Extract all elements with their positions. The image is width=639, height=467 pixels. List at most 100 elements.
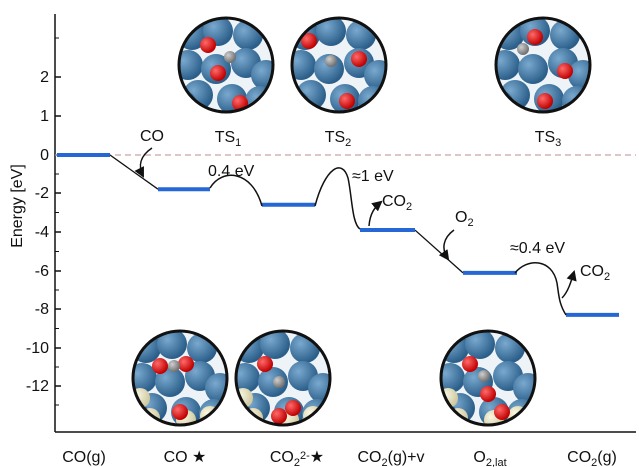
annotation-barrier-1: 0.4 eV xyxy=(208,163,255,180)
metal-atom xyxy=(296,80,326,110)
metal-atom xyxy=(562,86,590,112)
x-category-label: CO2(g)+v xyxy=(357,449,424,467)
x-category-label: O2,lat xyxy=(473,449,506,467)
oxygen-atom xyxy=(480,386,496,402)
annotation-barrier-3: ≈0.4 eV xyxy=(510,240,565,257)
oxygen-atom xyxy=(271,408,287,424)
annotation-co-label: CO xyxy=(140,128,164,145)
annotation-barrier-2: ≈1 eV xyxy=(352,168,394,185)
oxygen-atom xyxy=(172,404,188,420)
metal-atom xyxy=(133,403,151,425)
oxygen-atom xyxy=(351,51,367,67)
annotation-o2-label: O2 xyxy=(455,209,474,229)
annotations: CO 0.4 eV ≈1 eV CO2 O2 ≈0.4 eV CO2 TS1 T… xyxy=(134,128,610,316)
annotation-co2-1: CO2 xyxy=(382,193,412,213)
level-connector xyxy=(414,229,464,274)
oxygen-atom xyxy=(210,65,226,81)
energy-levels xyxy=(57,153,619,317)
inset-border xyxy=(494,16,592,114)
structure-inset xyxy=(234,329,332,427)
annotation-co2-2: CO2 xyxy=(580,263,610,283)
oxygen-atom xyxy=(178,356,194,372)
metal-atom xyxy=(500,80,530,110)
x-category-labels: CO(g) CO ★ CO22-★ CO2(g)+v O2,lat CO2(g) xyxy=(62,449,617,467)
o2-adsorption-arrow xyxy=(438,229,455,261)
inset-border xyxy=(234,329,332,427)
x-category-label: CO(g) xyxy=(62,449,106,466)
carbon-atom xyxy=(224,51,236,63)
metal-atom xyxy=(260,331,290,359)
level-connector xyxy=(109,154,159,190)
carbon-atom xyxy=(517,43,529,55)
oxygen-atom xyxy=(257,356,273,372)
metal-atom xyxy=(518,54,548,84)
metal-atom xyxy=(292,90,310,112)
metal-atom xyxy=(465,331,495,359)
x-category-label: CO2(g) xyxy=(567,449,617,467)
metal-atom xyxy=(496,90,514,112)
structure-inset xyxy=(177,16,275,114)
metal-atom xyxy=(364,60,386,90)
metal-atom xyxy=(568,60,590,90)
metal-atom xyxy=(205,373,227,403)
metal-atom xyxy=(513,373,535,403)
ts1-barrier-curve xyxy=(209,174,263,207)
oxygen-atom xyxy=(527,29,543,45)
carbon-atom xyxy=(273,376,285,388)
ts1-label: TS1 xyxy=(215,129,242,149)
oxygen-atom xyxy=(200,37,216,53)
ts2-label: TS2 xyxy=(325,129,352,149)
y-ticks: 2 1 0 -2 -4 -6 -8 -10 -12 xyxy=(26,37,61,406)
y-tick-label: -8 xyxy=(35,301,49,318)
y-tick-label: -2 xyxy=(35,185,49,202)
carbon-atom xyxy=(168,360,180,372)
metal-atom xyxy=(308,373,330,403)
carbon-atom xyxy=(325,55,337,67)
inset-atoms xyxy=(496,18,590,112)
metal-atom xyxy=(358,86,386,112)
inset-atoms xyxy=(441,331,535,425)
oxygen-atom xyxy=(557,63,573,79)
y-tick-label: -12 xyxy=(26,378,49,395)
metal-atom xyxy=(183,80,213,110)
y-tick-label: 0 xyxy=(40,147,49,164)
metal-atom xyxy=(155,367,185,397)
oxygen-atom xyxy=(462,356,478,372)
x-category-label: CO22-★ xyxy=(270,449,324,467)
co2-release-arrow-1 xyxy=(368,200,383,227)
metal-atom xyxy=(316,18,346,46)
oxygen-atom xyxy=(152,358,168,374)
y-tick-label: -6 xyxy=(35,263,49,280)
oxygen-atom xyxy=(494,404,510,420)
y-tick-label: -10 xyxy=(26,340,49,357)
y-axis-label: Energy [eV] xyxy=(9,164,26,248)
inset-atoms xyxy=(292,18,386,112)
ts2-barrier-curve xyxy=(314,167,361,230)
structure-insets xyxy=(131,16,592,427)
y-tick-label: 1 xyxy=(40,108,49,125)
metal-atom xyxy=(251,60,273,90)
y-tick-label: 2 xyxy=(40,69,49,86)
oxygen-atom xyxy=(537,93,553,109)
metal-atom xyxy=(441,403,459,425)
ts3-barrier-curve xyxy=(514,262,567,316)
x-category-label: CO ★ xyxy=(164,449,207,466)
inset-border xyxy=(177,16,275,114)
oxygen-atom xyxy=(301,33,317,49)
y-tick-label: -4 xyxy=(35,224,49,241)
metal-atom xyxy=(245,86,273,112)
inset-atoms xyxy=(133,331,227,425)
structure-inset xyxy=(131,329,229,427)
metal-atom xyxy=(236,403,254,425)
metal-atom xyxy=(157,331,187,359)
ts3-label: TS3 xyxy=(535,129,562,149)
oxygen-atom xyxy=(339,93,355,109)
carbon-atom xyxy=(478,370,490,382)
inset-border xyxy=(131,329,229,427)
structure-inset xyxy=(494,16,592,114)
co2-release-arrow-2 xyxy=(561,269,577,299)
oxygen-atom xyxy=(285,400,301,416)
structure-inset xyxy=(439,329,537,427)
inset-border xyxy=(290,16,388,114)
